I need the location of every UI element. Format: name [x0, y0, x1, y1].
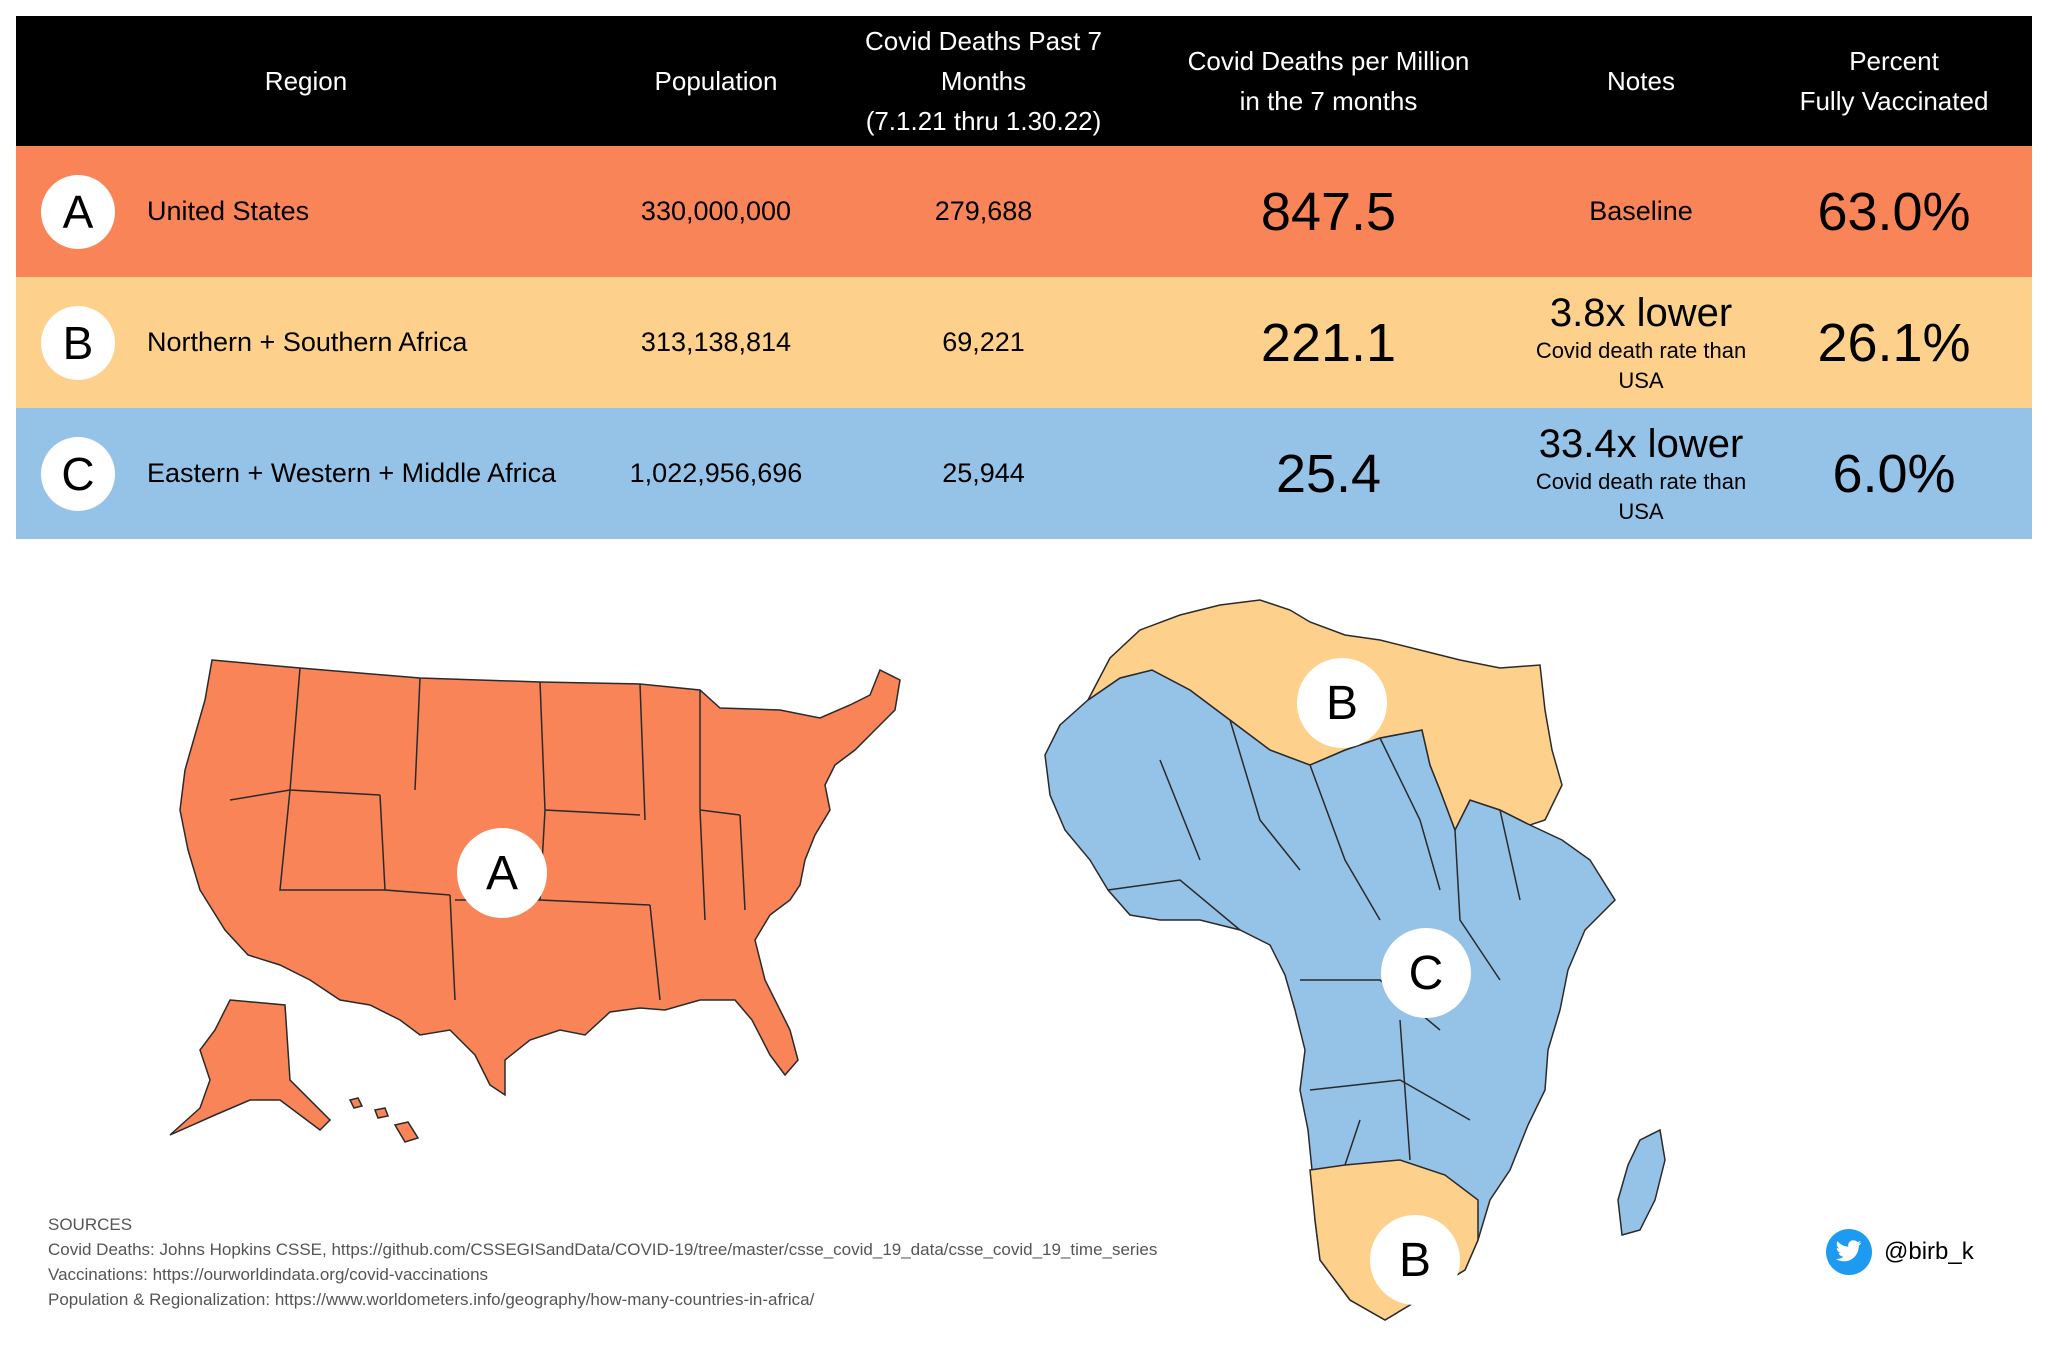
vaccinated-value: 6.0% [1832, 443, 1956, 504]
header-notes: Notes [1526, 61, 1756, 101]
note-sub: Covid death rate than USA [1535, 468, 1747, 524]
header-vaccinated: Percent Fully Vaccinated [1756, 41, 2032, 121]
twitter-handle-text: @birb_k [1884, 1238, 1974, 1265]
header-vax-line2: Fully Vaccinated [1799, 86, 1989, 116]
twitter-handle[interactable]: @birb_k [1826, 1229, 1974, 1275]
vaccinated-value: 26.1% [1817, 312, 1971, 373]
sources-population: Population & Regionalization: https://ww… [48, 1290, 815, 1309]
africa-south-label-badge: B [1370, 1215, 1460, 1305]
sources-title: SOURCES [48, 1215, 133, 1234]
usa-label-badge: A [457, 828, 547, 918]
note-main: Baseline [1589, 196, 1693, 226]
maps-area: A B C B [0, 560, 2048, 1365]
header-region: Region [16, 61, 596, 101]
region-cell: A United States [16, 174, 596, 249]
sources-deaths: Covid Deaths: Johns Hopkins CSSE, https:… [48, 1240, 1158, 1259]
header-deaths-line1: Covid Deaths Past 7 Months [864, 26, 1102, 96]
header-deaths: Covid Deaths Past 7 Months (7.1.21 thru … [836, 21, 1131, 141]
region-badge: A [41, 174, 115, 249]
region-name: United States [147, 196, 310, 226]
region-name: Northern + Southern Africa [147, 327, 468, 357]
note-main: 33.4x lower [1538, 421, 1744, 466]
twitter-bird-svg [1835, 1240, 1862, 1262]
header-region-text: Region [264, 66, 348, 96]
per-million-value: 221.1 [1260, 312, 1397, 373]
header-population-text: Population [654, 66, 778, 96]
table-row-a: A United States 330,000,000 279,688 847.… [16, 146, 2032, 277]
region-badge: C [41, 436, 115, 511]
header-vax-line1: Percent [1849, 46, 1939, 76]
notes-cell: Baseline [1526, 196, 1756, 227]
region-badge: B [41, 305, 115, 380]
note-main: 3.8x lower [1549, 290, 1733, 335]
header-notes-text: Notes [1607, 66, 1675, 96]
usa-state-lines [229, 667, 746, 1001]
per-million-value: 847.5 [1260, 181, 1397, 242]
table-header: Region Population Covid Deaths Past 7 Mo… [16, 16, 2032, 146]
region-name: Eastern + Western + Middle Africa [147, 458, 557, 488]
region-cell: C Eastern + Western + Middle Africa [16, 436, 596, 511]
header-per-line2: in the 7 months [1239, 86, 1418, 116]
note-sub: Covid death rate than USA [1535, 337, 1747, 393]
header-per-line1: Covid Deaths per Million [1187, 46, 1470, 76]
notes-cell: 33.4x lower Covid death rate than USA [1526, 421, 1756, 527]
population-value: 1,022,956,696 [629, 458, 803, 488]
data-table: Region Population Covid Deaths Past 7 Mo… [16, 16, 2032, 539]
header-per-million: Covid Deaths per Million in the 7 months [1131, 41, 1526, 121]
africa-country-lines [1107, 719, 1521, 1166]
vaccinated-value: 63.0% [1817, 181, 1971, 242]
sources-vaccinations: Vaccinations: https://ourworldindata.org… [48, 1265, 489, 1284]
twitter-bird-icon [1826, 1229, 1872, 1275]
alaska-shape [169, 999, 332, 1136]
africa-north-label-badge: B [1297, 658, 1387, 748]
deaths-value: 25,944 [942, 458, 1025, 488]
hawaii-shape [348, 1097, 420, 1143]
table-row-b: B Northern + Southern Africa 313,138,814… [16, 277, 2032, 408]
sources-block: SOURCES Covid Deaths: Johns Hopkins CSSE… [48, 1212, 1157, 1312]
africa-central-label-badge: C [1381, 928, 1471, 1018]
population-value: 313,138,814 [640, 327, 792, 357]
deaths-value: 279,688 [934, 196, 1033, 226]
per-million-value: 25.4 [1275, 443, 1382, 504]
population-value: 330,000,000 [640, 196, 792, 226]
header-deaths-line2: (7.1.21 thru 1.30.22) [865, 106, 1102, 136]
madagascar-shape [1617, 1128, 1666, 1236]
deaths-value: 69,221 [942, 327, 1025, 357]
region-cell: B Northern + Southern Africa [16, 305, 596, 380]
table-row-c: C Eastern + Western + Middle Africa 1,02… [16, 408, 2032, 539]
header-population: Population [596, 61, 836, 101]
notes-cell: 3.8x lower Covid death rate than USA [1526, 290, 1756, 396]
